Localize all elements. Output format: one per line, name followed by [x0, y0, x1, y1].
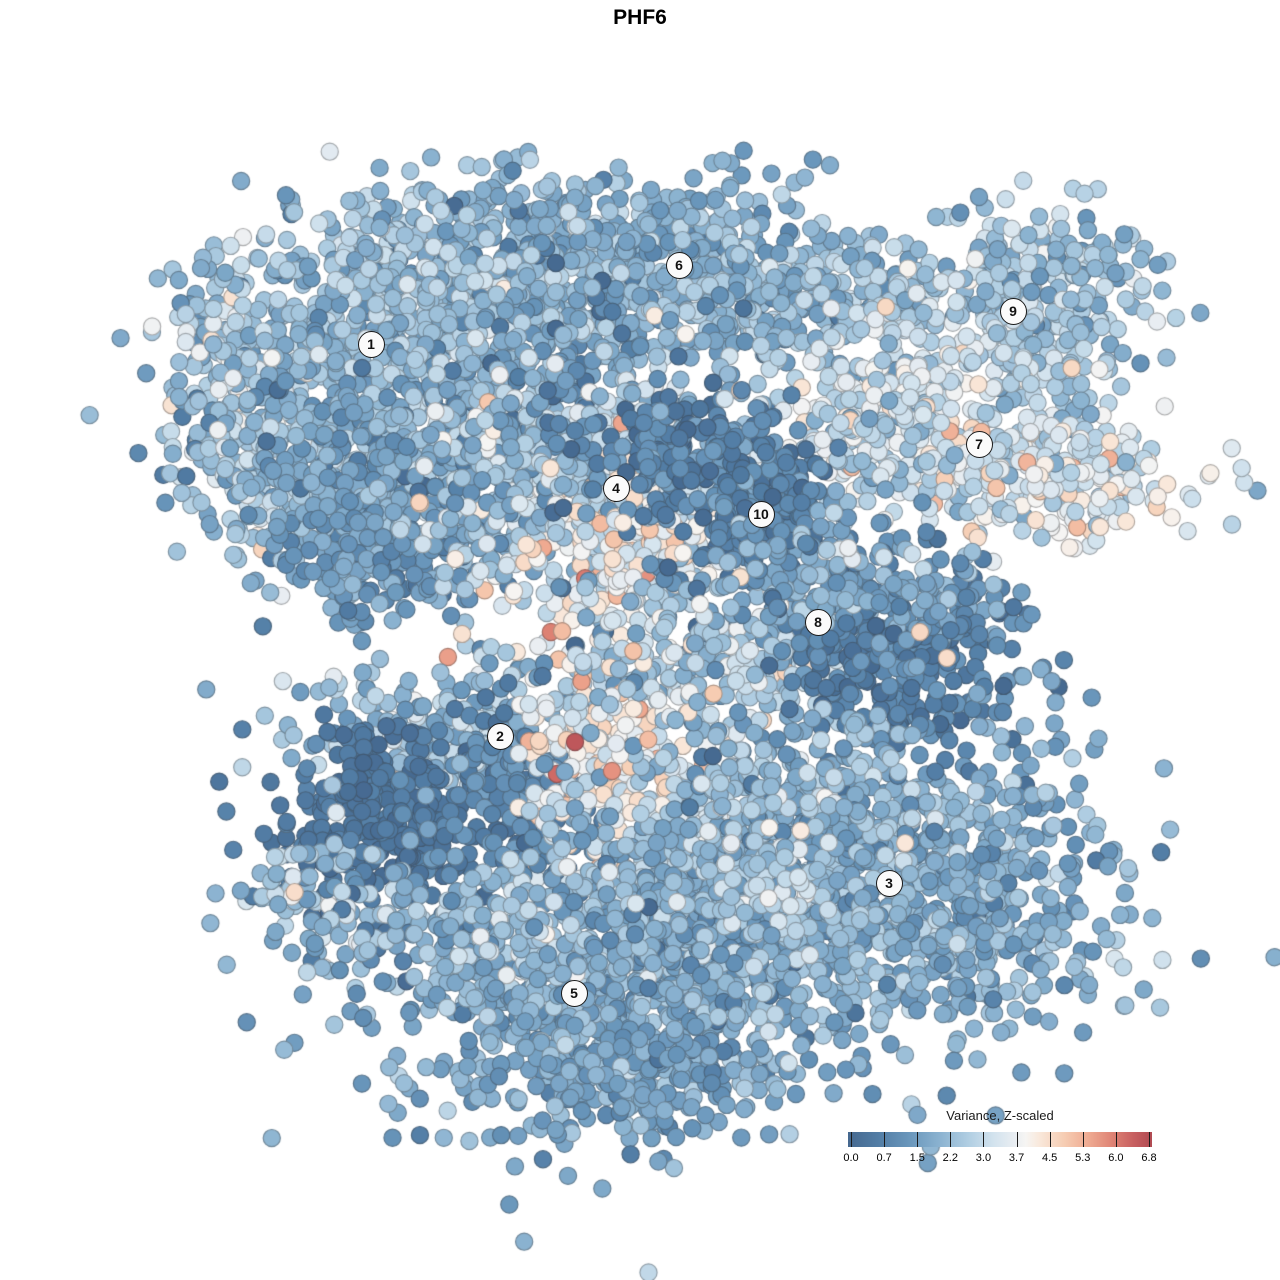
cluster-label-7: 7 — [965, 430, 993, 458]
cluster-label-9: 9 — [999, 297, 1027, 325]
legend-tick-label: 3.0 — [975, 1152, 992, 1164]
cluster-label-6: 6 — [665, 251, 693, 279]
legend-tick — [1115, 1132, 1117, 1147]
cluster-label-8: 8 — [804, 608, 832, 636]
legend-tick-label: 5.3 — [1075, 1152, 1091, 1164]
legend-colorbar: 0.0 0.7 1.5 2.2 3.0 3.7 4.5 5.3 6.0 6.8 — [843, 1132, 1157, 1164]
color-legend: Variance, Z-scaled 0.0 0.7 1.5 2.2 3.0 3.7 4.5… — [840, 1108, 1160, 1178]
legend-tick-label: 0.0 — [843, 1152, 859, 1164]
cluster-label-10: 10 — [747, 500, 775, 528]
legend-tick — [1016, 1132, 1018, 1147]
legend-tick — [1049, 1132, 1051, 1147]
legend-tick-label: 6.0 — [1108, 1152, 1124, 1164]
legend-tick-label: 2.2 — [942, 1152, 958, 1164]
cluster-label-1: 1 — [357, 330, 385, 358]
cluster-label-3: 3 — [875, 869, 903, 897]
legend-tick — [1082, 1132, 1084, 1147]
legend-tick — [950, 1132, 952, 1147]
legend-tick-label: 6.8 — [1141, 1152, 1157, 1164]
cluster-label-2: 2 — [486, 722, 514, 750]
cluster-label-4: 4 — [602, 474, 630, 502]
legend-tick-label: 4.5 — [1042, 1152, 1058, 1164]
legend-tick-label: 1.5 — [909, 1152, 925, 1164]
legend-tick — [884, 1132, 886, 1147]
legend-tick — [1149, 1132, 1150, 1147]
legend-title: Variance, Z-scaled — [946, 1108, 1054, 1123]
legend-tick — [983, 1132, 985, 1147]
legend-tick — [851, 1132, 852, 1147]
legend-tick-label: 3.7 — [1008, 1152, 1025, 1164]
cluster-label-5: 5 — [560, 979, 588, 1007]
legend-tick — [917, 1132, 919, 1147]
legend-tick-label: 0.7 — [876, 1152, 892, 1164]
